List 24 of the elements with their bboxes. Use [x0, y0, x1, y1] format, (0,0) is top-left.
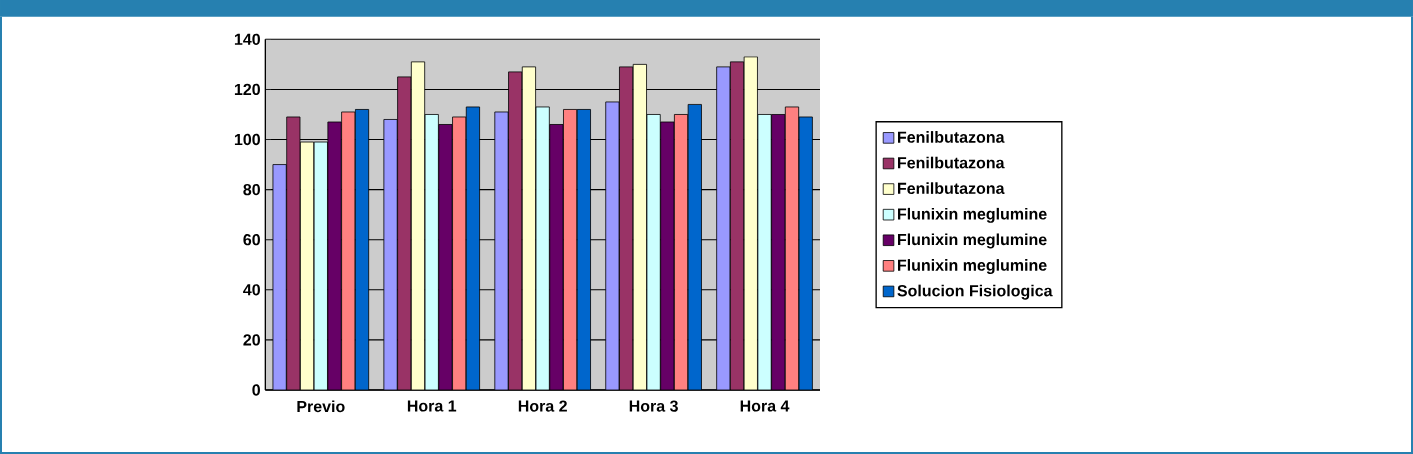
x-tick-label: Hora 2: [518, 400, 567, 412]
y-tick-label: 140: [234, 33, 260, 45]
y-tick-label: 120: [234, 83, 260, 96]
y-tick-label: 80: [243, 183, 260, 196]
legend-label: Flunixin meglumine: [898, 259, 1047, 275]
legend-label: Flunixin meglumine: [898, 207, 1047, 223]
legend-label: Fenilbutazona: [898, 182, 1005, 195]
legend-label: Fenilbutazona: [898, 156, 1005, 169]
x-tick-label: Previo: [297, 400, 345, 413]
y-tick-label: 0: [252, 384, 260, 396]
x-tick-label: Hora 1: [407, 400, 457, 412]
y-tick-label: 100: [234, 133, 260, 146]
x-tick-label: Hora 3: [629, 400, 678, 412]
y-tick-label: 40: [243, 284, 260, 296]
bar: [563, 109, 578, 390]
legend-label: Fenilbutazona: [898, 131, 1005, 143]
y-tick-label: 20: [243, 334, 260, 346]
bar: [354, 109, 370, 390]
bar: [632, 63, 647, 390]
legend-label: Solucion Fisiologica: [897, 284, 1053, 300]
legend-label: Flunixin meglumine: [898, 233, 1047, 249]
x-tick-label: Hora 4: [740, 400, 790, 412]
bar: [576, 109, 591, 390]
y-tick-label: 60: [243, 234, 260, 246]
